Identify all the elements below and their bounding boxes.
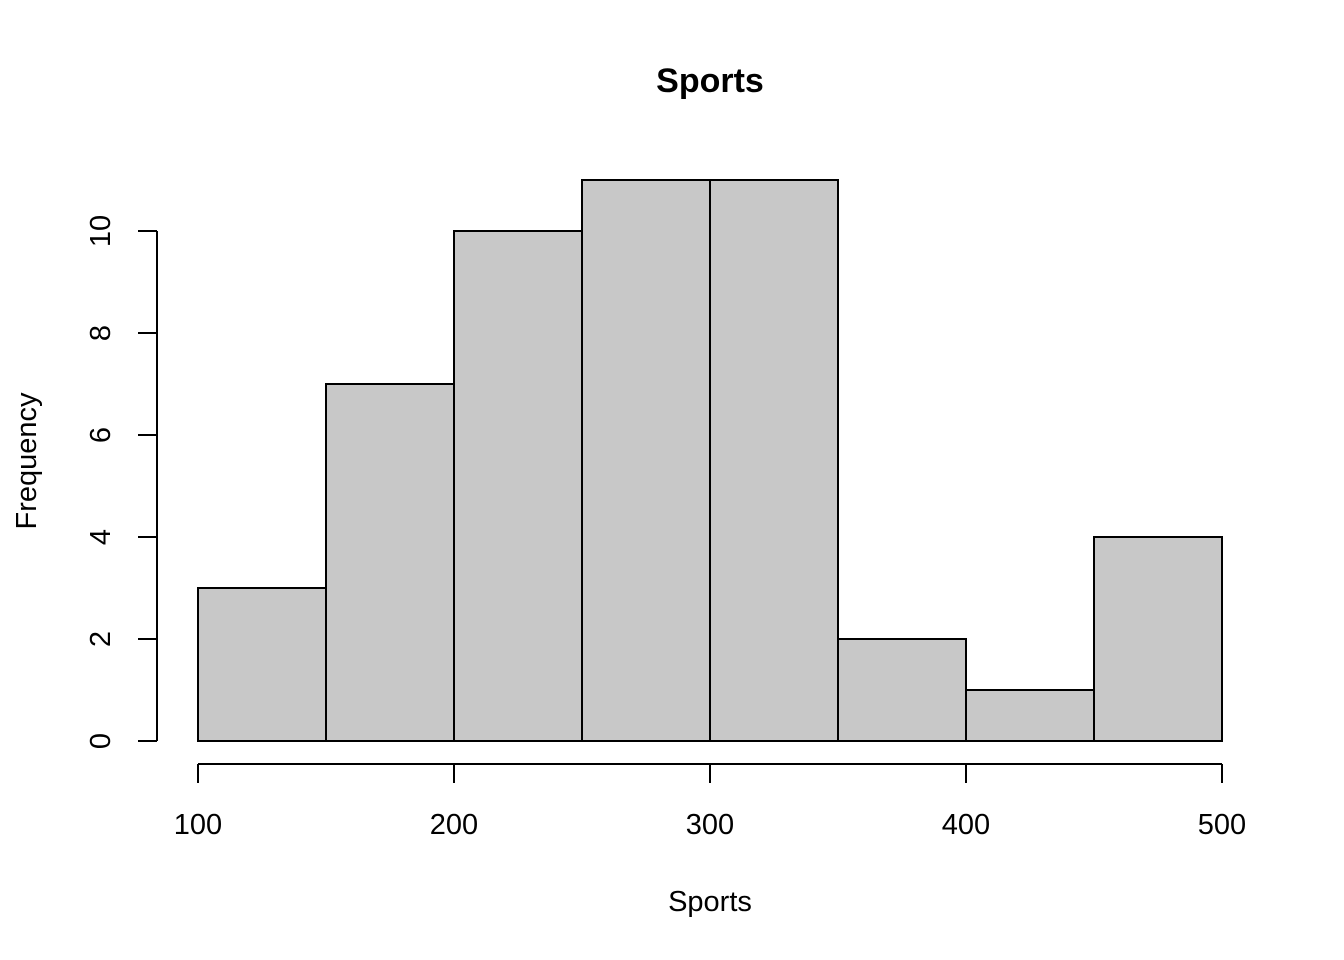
y-tick-label-1: 2 [85,631,117,647]
chart-title: Sports [656,62,764,100]
y-axis: 0 2 4 6 8 10 [85,215,158,749]
x-tick-label-4: 500 [1198,809,1246,841]
histogram-bar-0 [197,587,327,742]
y-tick-label-5: 10 [85,215,117,247]
x-tick-label-3: 400 [942,809,990,841]
y-tick-label-2: 4 [85,529,117,545]
y-axis-label: Frequency [11,392,43,530]
histogram-bar-1 [325,383,455,742]
histogram-bar-5 [837,638,967,742]
x-tick-label-1: 200 [430,809,478,841]
x-axis: 100 200 300 400 500 [174,763,1246,841]
y-tick-label-4: 8 [85,325,117,341]
histogram-bar-6 [965,689,1095,742]
x-axis-label: Sports [668,886,752,918]
histogram-bar-4 [709,179,839,742]
x-tick-label-0: 100 [174,809,222,841]
bars-group [197,179,1223,742]
histogram-bar-2 [453,230,583,742]
histogram-bar-3 [581,179,711,742]
y-tick-label-0: 0 [85,733,117,749]
histogram-bar-7 [1093,536,1223,742]
y-tick-label-3: 6 [85,427,117,443]
x-tick-label-2: 300 [686,809,734,841]
